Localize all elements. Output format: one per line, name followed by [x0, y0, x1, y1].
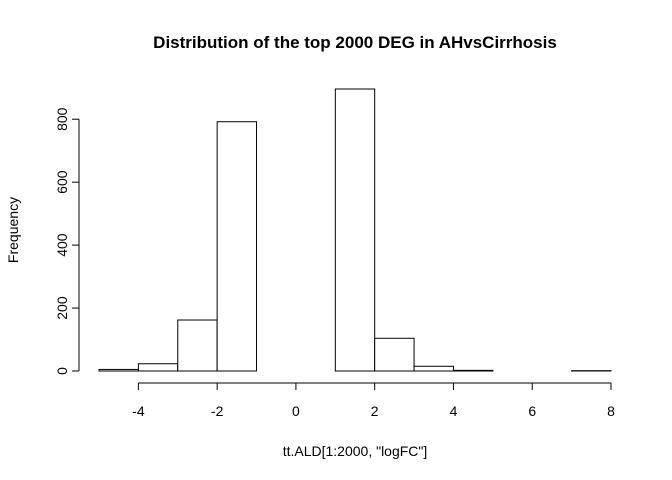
x-axis-label: tt.ALD[1:2000, "logFC"] [283, 443, 428, 459]
y-axis: 0 200 400 600 800 [54, 107, 80, 375]
x-axis: -4 -2 0 2 4 6 8 [132, 382, 615, 419]
x-tick-label: 4 [450, 403, 458, 419]
histogram-bar-0 [98, 368, 139, 372]
x-tick-label: -2 [211, 403, 224, 419]
histogram-bar-1 [137, 363, 179, 372]
x-tick-label: 8 [607, 403, 615, 419]
chart-title: Distribution of the top 2000 DEG in AHvs… [153, 33, 557, 52]
x-tick-label: -4 [132, 403, 145, 419]
histogram-bar-2 [177, 319, 218, 372]
y-tick-label: 800 [54, 107, 70, 131]
histogram-bar-3 [216, 121, 258, 372]
y-tick-label: 0 [54, 367, 70, 375]
histogram-bar-7 [374, 337, 415, 372]
y-tick-label: 200 [54, 296, 70, 320]
histogram-bars [98, 88, 612, 372]
y-axis-label: Frequency [5, 197, 21, 263]
y-tick-label: 600 [54, 170, 70, 194]
x-tick-label: 6 [528, 403, 536, 419]
histogram-bar-6 [334, 88, 376, 372]
x-tick-label: 0 [292, 403, 300, 419]
histogram-bar-8 [413, 365, 454, 372]
y-tick-label: 400 [54, 233, 70, 257]
histogram-bar-9 [452, 369, 494, 372]
x-tick-label: 2 [371, 403, 379, 419]
